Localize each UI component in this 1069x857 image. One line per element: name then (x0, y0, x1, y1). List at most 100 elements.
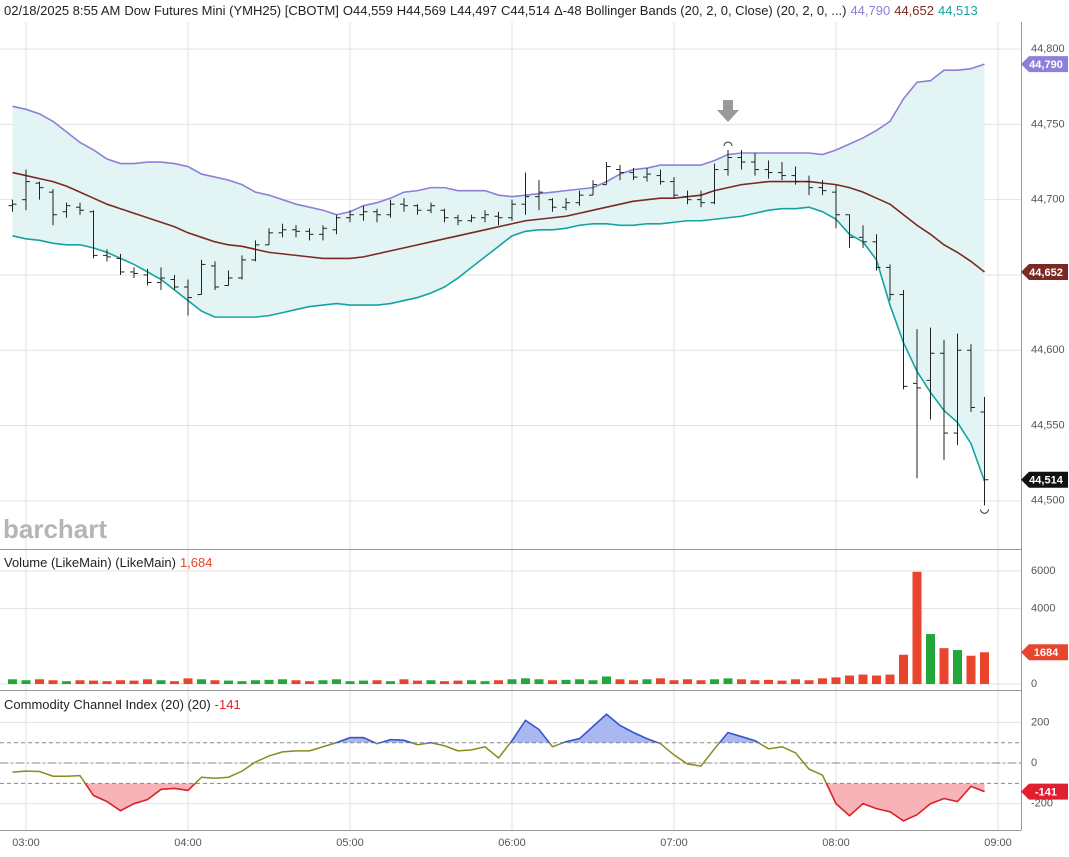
volume-bar (575, 679, 584, 684)
price-badge-label: 44,790 (1029, 59, 1063, 71)
volume-bar (426, 680, 436, 684)
volume-bar (413, 680, 422, 684)
volume-bar (143, 679, 152, 684)
volume-bar (237, 681, 247, 684)
volume-bar (777, 680, 787, 684)
volume-bar (939, 648, 949, 684)
volume-bar (818, 678, 827, 684)
volume-bar (102, 681, 112, 684)
volume-bar (872, 675, 881, 684)
y-tick-label: 44,500 (1031, 495, 1065, 507)
volume-bar (764, 679, 773, 684)
volume-bar (359, 680, 368, 684)
volume-bar (534, 679, 544, 684)
volume-bar (521, 678, 530, 684)
volume-bar (467, 680, 476, 684)
volume-bar (723, 678, 733, 684)
volume-bar (210, 680, 220, 684)
price-badge-label: 44,514 (1029, 475, 1064, 487)
band-fill (12, 64, 985, 482)
volume-bar (318, 680, 328, 684)
volume-bar (494, 680, 503, 684)
volume-bar (696, 680, 706, 684)
y-tick-label: 44,750 (1031, 118, 1065, 130)
volume-bar (588, 680, 598, 684)
volume-bar (791, 679, 800, 684)
band-value: 44,790 (850, 3, 891, 18)
x-tick-label: 07:00 (660, 837, 688, 849)
price-badge (1021, 56, 1068, 73)
price-badge (1021, 263, 1068, 280)
volume-bar (89, 680, 98, 684)
volume-bar (278, 679, 287, 684)
volume-bar (8, 679, 17, 684)
low-arc (980, 509, 989, 514)
volume-bar (197, 679, 206, 684)
cci-header: Commodity Channel Index (20) (20) -141 (4, 697, 241, 712)
volume-bar (683, 679, 692, 684)
volume-bar (750, 680, 760, 684)
volume-bar (642, 679, 652, 684)
main-header: 02/18/2025 8:55 AM Dow Futures Mini (YMH2… (4, 3, 978, 18)
x-tick-label: 04:00 (174, 837, 202, 849)
volume-header: Volume (LikeMain) (LikeMain) 1,684 (4, 555, 213, 570)
volume-bar (345, 681, 355, 684)
volume-bar (251, 680, 260, 684)
symbol-title: Dow Futures Mini (YMH25) [CBOTM] (124, 3, 339, 18)
quote: L44,497 (449, 3, 497, 18)
volume-value: 1,684 (179, 555, 213, 570)
cci-fill-below (85, 783, 985, 821)
volume-bar (629, 680, 638, 684)
x-tick-label: 03:00 (12, 837, 40, 849)
volume-bar (399, 679, 409, 684)
volume-bar (156, 680, 166, 684)
volume-bar (21, 680, 31, 684)
quote: C44,514 (500, 3, 551, 18)
volume-bar (372, 680, 382, 684)
price-badge (1021, 644, 1068, 661)
cci-line-below (84, 783, 985, 822)
volume-bar (305, 681, 314, 684)
volume-bar (224, 680, 233, 684)
volume-bar (912, 571, 922, 684)
volume-bar (899, 654, 908, 684)
quote: H44,569 (396, 3, 446, 18)
y-tick-label: 44,600 (1031, 344, 1065, 356)
volume-bar (440, 681, 449, 684)
volume-bar (291, 680, 301, 684)
study: Bollinger Bands (20, 2, 0, Close) (20, 2… (585, 3, 847, 18)
band-value: 44,513 (937, 3, 978, 18)
y-tick-label: 44,550 (1031, 419, 1065, 431)
volume-bar (48, 680, 58, 684)
volume-bar (75, 680, 85, 684)
volume-bar (615, 679, 625, 684)
y-tick-label: 4000 (1031, 602, 1055, 614)
volume-bar (35, 679, 44, 684)
volume-bar (264, 679, 274, 684)
quote: O44,559 (342, 3, 393, 18)
y-tick-label: 6000 (1031, 565, 1055, 577)
y-tick-label: 44,700 (1031, 194, 1065, 206)
high-arc (723, 141, 733, 147)
volume-bar (858, 674, 868, 684)
volume-bar (845, 675, 854, 684)
volume-bar (332, 679, 341, 684)
volume-bar (804, 680, 814, 684)
x-tick-label: 06:00 (498, 837, 526, 849)
price-badge (1021, 471, 1068, 488)
y-tick-label: 0 (1031, 757, 1037, 769)
volume-bar (170, 681, 179, 684)
volume-bar (710, 679, 719, 684)
x-tick-label: 08:00 (822, 837, 850, 849)
y-tick-label: 200 (1031, 716, 1049, 728)
volume-title: Volume (LikeMain) (LikeMain) (4, 555, 176, 570)
x-tick-label: 09:00 (984, 837, 1012, 849)
volume-bar (831, 677, 841, 684)
volume-bar (737, 679, 746, 684)
volume-bar (561, 679, 571, 684)
volume-bar (507, 679, 517, 684)
band-line (12, 63, 985, 216)
volume-bar (602, 676, 611, 684)
